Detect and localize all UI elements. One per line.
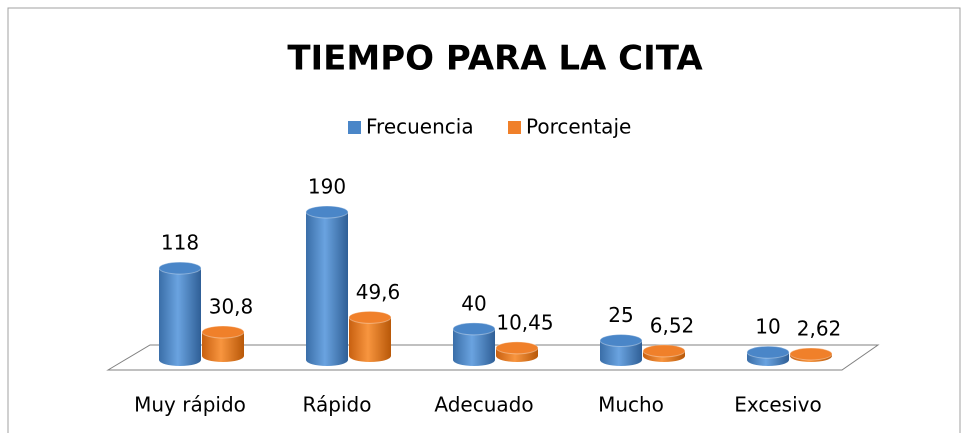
x-tick-label: Muy rápido (134, 393, 246, 417)
cylinder-top (746, 345, 790, 359)
value-label: 25 (608, 303, 633, 327)
cylinder (306, 212, 348, 366)
cylinder-top (158, 261, 202, 275)
value-label: 40 (461, 291, 486, 315)
value-label: 30,8 (209, 295, 254, 319)
cylinder-top (789, 347, 833, 361)
value-label: 10,45 (496, 310, 553, 334)
cylinder (202, 332, 244, 362)
value-label: 2,62 (797, 316, 842, 340)
legend-label: Porcentaje (526, 115, 631, 139)
cylinder-top (305, 205, 349, 219)
x-tick-label: Mucho (598, 393, 664, 417)
legend-swatch (348, 121, 361, 134)
floor (106, 344, 880, 371)
cylinder (349, 317, 391, 362)
legend-label: Frecuencia (366, 115, 474, 139)
cylinder-top (348, 310, 392, 324)
chart-title: TIEMPO PARA LA CITA (287, 39, 703, 79)
cylinder-top (201, 325, 245, 339)
cylinder-top (642, 344, 686, 358)
x-tick-label: Excesivo (734, 393, 821, 417)
value-label: 49,6 (356, 280, 401, 304)
cylinder (159, 268, 201, 366)
value-label: 118 (161, 231, 199, 255)
value-label: 190 (308, 175, 346, 199)
cylinder-top (599, 334, 643, 348)
chart-border (7, 7, 961, 433)
value-label: 10 (755, 315, 780, 339)
cylinder-top (495, 341, 539, 355)
cylinder (600, 340, 642, 366)
cylinder-top (452, 322, 496, 336)
value-label: 6,52 (650, 313, 695, 337)
x-tick-label: Rápido (303, 393, 372, 417)
legend-swatch (508, 121, 521, 134)
cylinder (453, 328, 495, 366)
x-tick-label: Adecuado (434, 393, 533, 417)
